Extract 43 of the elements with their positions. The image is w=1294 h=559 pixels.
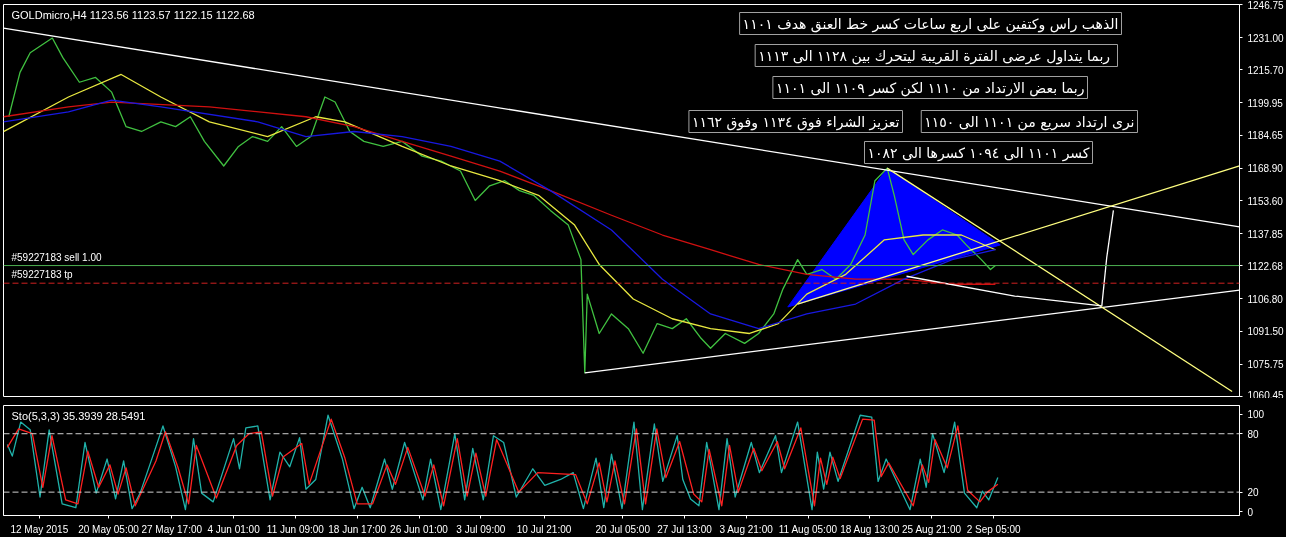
x-tick-label: 27 May 17:00 bbox=[141, 523, 203, 535]
x-tick-label: 20 May 05:00 bbox=[78, 523, 140, 535]
y-tick-label: 1106.80 bbox=[1247, 293, 1284, 305]
x-tick-label: 18 Aug 13:00 bbox=[840, 523, 900, 535]
x-tick-label: 11 Aug 05:00 bbox=[778, 523, 838, 535]
x-tick-label: 27 Jul 13:00 bbox=[657, 523, 713, 535]
annotation: نرى ارتداد سريع من ١١٠١ الى ١١٥٠ bbox=[924, 113, 1135, 131]
x-tick-label: 25 Aug 21:00 bbox=[902, 523, 962, 535]
x-tick-label: 26 Jun 01:00 bbox=[390, 523, 449, 535]
x-tick-label: 11 Jun 09:00 bbox=[266, 523, 325, 535]
x-tick-label: 3 Aug 21:00 bbox=[719, 523, 774, 535]
y-tick-label: 1168.90 bbox=[1247, 163, 1284, 175]
y-tick-label: 1231.00 bbox=[1247, 32, 1285, 44]
annotation: ربما بعض الارتداد من ١١١٠ لكن كسر ١١٠٩ الى ١١٠١ bbox=[775, 79, 1085, 97]
y-tick-label: 1122.68 bbox=[1247, 260, 1284, 272]
y-tick-label: 1075.75 bbox=[1247, 359, 1285, 371]
y-tick-label: 100 bbox=[1247, 409, 1265, 421]
annotation: تعزيز الشراء فوق ١١٣٤ وفوق ١١٦٢ bbox=[691, 113, 900, 131]
y-tick-label: 1137.85 bbox=[1247, 228, 1284, 240]
chart-title: GOLDmicro,H4 1123.56 1123.57 1122.15 1122.68 bbox=[11, 8, 255, 21]
y-tick-label: 1060.45 bbox=[1247, 389, 1285, 401]
x-tick-label: 18 Jun 17:00 bbox=[328, 523, 387, 535]
y-tick-label: 20 bbox=[1247, 487, 1260, 499]
y-tick-label: 1246.75 bbox=[1247, 0, 1285, 11]
ref-line-label: #59227183 sell 1.00 bbox=[11, 251, 103, 263]
x-tick-label: 3 Jul 09:00 bbox=[456, 523, 506, 535]
x-tick-label: 2 Sep 05:00 bbox=[966, 523, 1022, 535]
x-tick-label: 10 Jul 21:00 bbox=[516, 523, 572, 535]
y-tick-label: 1153.60 bbox=[1247, 195, 1284, 207]
chart-title: Sto(5,3,3) 35.3939 28.5491 bbox=[11, 409, 146, 422]
x-tick-label: 12 May 2015 bbox=[10, 523, 69, 535]
ref-line-label: #59227183 tp bbox=[11, 269, 74, 281]
y-tick-label: 80 bbox=[1247, 428, 1260, 440]
annotation: الذهب راس وكتفين على اربع ساعات كسر خط العنق هدف ١١٠١ bbox=[742, 15, 1119, 33]
annotation: ربما يتداول عرضى الفترة القريبة ليتحرك بين ١١٢٨ الى ١١١٣ bbox=[758, 47, 1111, 65]
y-tick-label: 0 bbox=[1247, 506, 1254, 518]
x-tick-label: 20 Jul 05:00 bbox=[595, 523, 651, 535]
y-tick-label: 1199.95 bbox=[1247, 97, 1284, 109]
y-tick-label: 1184.65 bbox=[1247, 130, 1284, 142]
x-tick-label: 4 Jun 01:00 bbox=[207, 523, 261, 535]
annotation: كسر ١١٠١ الى ١٠٩٤ كسرها الى ١٠٨٢ bbox=[867, 144, 1090, 162]
y-tick-label: 1091.50 bbox=[1247, 326, 1285, 338]
y-tick-label: 1215.70 bbox=[1247, 64, 1285, 76]
